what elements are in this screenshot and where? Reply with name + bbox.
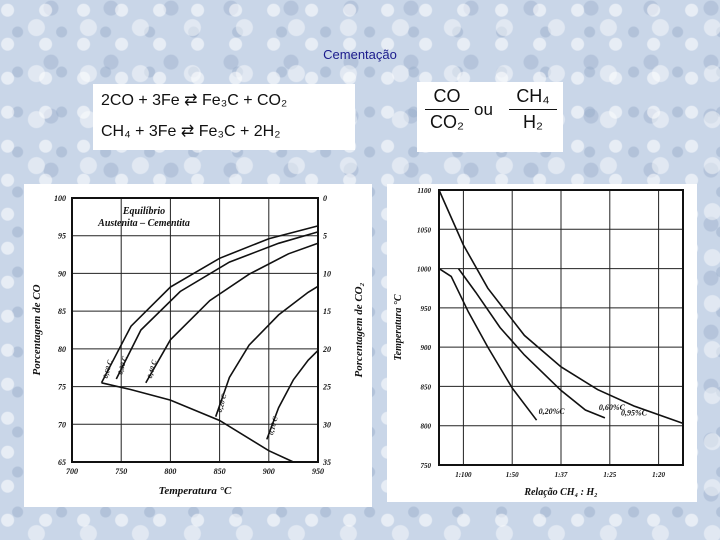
equation-1-right: Fe₃C + CO₂ [202, 92, 288, 109]
x-tick-label: 950 [312, 467, 324, 476]
ratio-box: CO CO₂ ou CH₄ H₂ [417, 82, 563, 152]
y-axis-title: Porcentagem de CO [31, 284, 43, 375]
x-tick-label: 1:20 [652, 471, 665, 479]
y-tick-label: 95 [58, 232, 66, 241]
y-tick-label: 85 [58, 307, 66, 316]
y-tick-label: 75 [58, 383, 66, 392]
y-tick-label: 1100 [417, 187, 431, 195]
series-line [457, 268, 606, 419]
y-tick-label: 750 [421, 462, 432, 470]
ch4-equilibrium-chart-panel: 1:100 1:50 1:37 1:25 1:20 1100 1050 1000 950 900 8… [387, 184, 697, 502]
x-tick-label: 1:37 [555, 471, 568, 479]
series-label: 0,80 C [116, 355, 129, 375]
ratio-b-numerator: CH₄ [516, 86, 550, 106]
y-tick-label: 1050 [417, 226, 432, 234]
ch4-equilibrium-chart: 1:100 1:50 1:37 1:25 1:20 1100 1050 1000 950 900 8… [393, 187, 684, 498]
y2-tick-label: 30 [322, 420, 331, 429]
equation-2-right: Fe₃C + 2H₂ [198, 123, 281, 140]
y-tick-label: 900 [421, 344, 432, 352]
ratio-a-denominator: CO₂ [430, 112, 464, 132]
x-tick-label: 700 [66, 467, 78, 476]
y-axis-title: Temperatura °C [393, 294, 404, 360]
series-line [100, 225, 319, 384]
y-tick-label: 70 [58, 420, 66, 429]
x-tick-label: 1:25 [603, 471, 616, 479]
equilibrium-arrow-icon: ⇄ [184, 92, 198, 109]
chart-title: Equilíbrio [122, 206, 165, 217]
y-tick-label: 800 [421, 423, 432, 431]
x-tick-label: 900 [263, 467, 275, 476]
equation-1-left: 2CO + 3Fe [101, 92, 180, 109]
y-tick-label: 80 [58, 345, 66, 354]
series-label: 0,60%C [599, 403, 626, 412]
series-line [266, 349, 319, 440]
x-tick-label: 1:100 [455, 471, 472, 479]
fraction-bar [425, 109, 469, 110]
y2-axis-title: Porcentagem de CO₂ [353, 282, 365, 377]
x-axis-title: Temperatura °C [159, 485, 232, 497]
y-tick-label: 850 [421, 383, 432, 391]
y2-tick-label: 25 [322, 383, 331, 392]
series-line [214, 285, 319, 417]
equilibrium-arrow-icon: ⇄ [180, 123, 195, 140]
y-tick-label: 65 [58, 458, 66, 467]
series-label: 0,95%C [621, 408, 648, 417]
equation-line-1: 2CO + 3Fe ⇄ Fe₃C + CO₂ [101, 90, 287, 110]
chart-title: Austenita – Cementita [97, 218, 190, 229]
series-label: 0,40 C [146, 359, 159, 379]
series-label: 0,60 C [102, 359, 115, 379]
ratio-b-denominator: H₂ [523, 112, 543, 132]
co-equilibrium-chart: 700 750 800 850 900 950 100 95 90 85 80 75 70 65 0 5 10 1… [31, 194, 365, 497]
series-line [438, 267, 538, 421]
equations-box: 2CO + 3Fe ⇄ Fe₃C + CO₂ CH₄ + 3Fe ⇄ Fe₃C … [93, 84, 355, 150]
y-tick-label: 1000 [417, 266, 432, 274]
x-tick-label: 1:50 [506, 471, 519, 479]
co-ratio: CO CO₂ [425, 86, 469, 133]
x-tick-label: 750 [115, 467, 127, 476]
y2-tick-label: 5 [323, 232, 327, 241]
equation-2-left: CH₄ + 3Fe [101, 123, 177, 140]
y-tick-label: 950 [421, 305, 432, 313]
x-tick-label: 800 [164, 467, 176, 476]
plot-frame [438, 189, 684, 466]
series-label: 0,20 C [216, 393, 229, 413]
ratio-connector: ou [474, 100, 493, 119]
plot-frame [71, 197, 319, 463]
y-tick-label: 90 [58, 269, 66, 278]
y2-tick-label: 20 [322, 345, 331, 354]
ratio-a-numerator: CO [433, 86, 461, 106]
y2-tick-label: 10 [323, 269, 331, 278]
series-label: 0,20%C [539, 407, 566, 416]
ch4-ratio: CH₄ H₂ [509, 86, 557, 133]
y2-tick-label: 15 [323, 307, 331, 316]
series-line [438, 189, 684, 425]
series-line [145, 242, 319, 384]
y2-tick-label: 35 [322, 458, 331, 467]
y2-tick-label: 0 [323, 194, 327, 203]
slide-title: Cementação [323, 47, 397, 62]
fraction-bar [509, 109, 557, 110]
series-line [115, 231, 319, 380]
co-equilibrium-chart-panel: 700 750 800 850 900 950 100 95 90 85 80 75 70 65 0 5 10 1… [24, 184, 372, 507]
x-axis-title: Relação CH₄ : H₂ [523, 487, 597, 498]
x-tick-label: 850 [214, 467, 226, 476]
phase-boundary-line [101, 382, 294, 463]
equation-line-2: CH₄ + 3Fe ⇄ Fe₃C + 2H₂ [101, 121, 280, 141]
y-tick-label: 100 [54, 194, 66, 203]
